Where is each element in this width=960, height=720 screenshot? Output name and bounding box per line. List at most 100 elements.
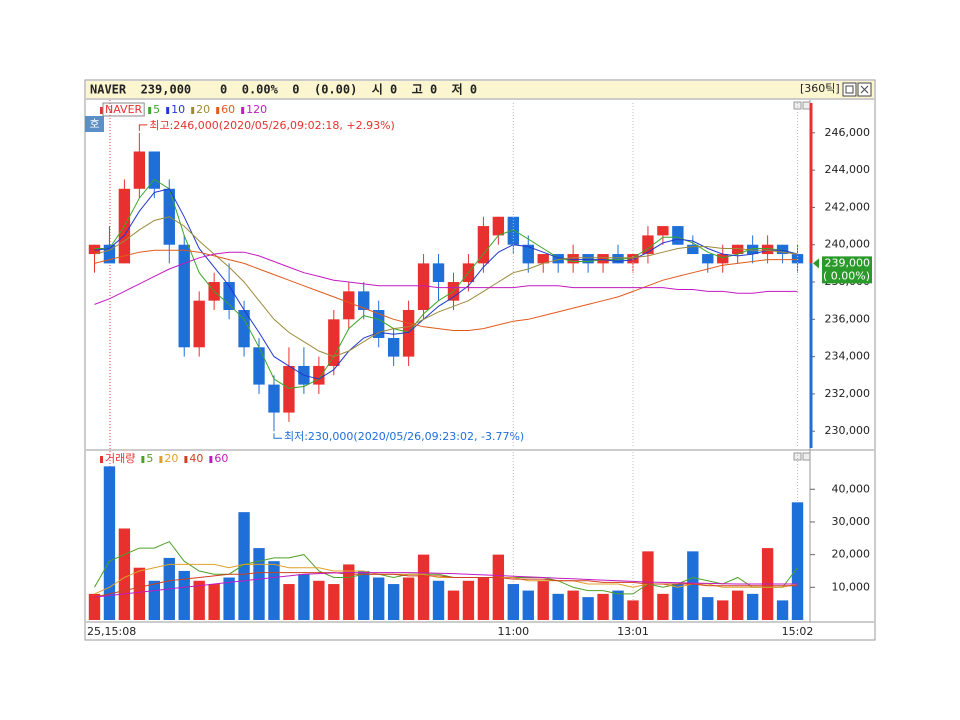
candle-body: [387, 337, 400, 357]
price-pointer: [813, 258, 819, 269]
panel-button[interactable]: [802, 452, 811, 461]
volume-bar: [702, 597, 714, 620]
volume-bar: [477, 577, 490, 620]
legend-swatch: [100, 456, 103, 463]
close-icon: [860, 85, 869, 94]
candle-body: [537, 254, 549, 264]
legend-label[interactable]: 120: [246, 103, 267, 116]
tick-unit[interactable]: [360틱]: [800, 82, 840, 95]
restore-icon: [845, 85, 854, 94]
ma-line: [94, 188, 798, 380]
volume-bar: [343, 564, 355, 620]
y-tick-label: 234,000: [825, 350, 871, 363]
candle-body: [178, 244, 190, 348]
volume-bar: [507, 584, 519, 620]
candle-body: [417, 263, 430, 310]
volume-bar: [328, 584, 340, 620]
candle-body: [702, 254, 714, 264]
candle-body: [791, 254, 804, 264]
y-tick-label: 20,000: [832, 548, 871, 561]
volume-bar: [462, 580, 475, 620]
y-tick-label: 10,000: [832, 580, 871, 593]
quote-button[interactable]: [85, 116, 104, 132]
x-tick-label: 13:01: [617, 625, 649, 638]
legend-swatch: [166, 107, 170, 114]
y-tick-label: 40,000: [832, 482, 871, 495]
volume-bar: [133, 567, 146, 620]
high-annotation: 최고:246,000(2020/05/26,09:02:18, +2.93%): [149, 119, 394, 132]
volume-bar: [283, 584, 295, 620]
y-tick-label: 240,000: [825, 238, 871, 251]
legend-swatch: [209, 456, 213, 463]
candle-body: [507, 216, 519, 245]
volume-bar: [597, 593, 609, 620]
volume-bar: [791, 502, 804, 620]
window-frame: [84, 79, 876, 641]
current-price: 239,000: [825, 256, 871, 269]
volume-bar: [313, 580, 325, 620]
legend-swatch: [184, 456, 188, 463]
volume-bar: [746, 593, 759, 620]
volume-bar: [417, 554, 430, 620]
candle-body: [492, 216, 505, 236]
candle-body: [732, 244, 744, 255]
panel-button[interactable]: [802, 101, 811, 110]
candle-body: [402, 310, 415, 357]
legend-label[interactable]: 20: [196, 103, 210, 116]
legend-label[interactable]: 거래량: [105, 452, 135, 465]
ma-line: [94, 251, 798, 305]
candle-body: [343, 291, 355, 320]
legend-label[interactable]: 20: [164, 452, 178, 465]
volume-bar: [373, 577, 385, 620]
candle-body: [477, 226, 490, 264]
legend-swatch: [191, 107, 195, 114]
volume-bar: [582, 597, 594, 620]
high-pointer: [138, 124, 148, 131]
ma-line: [94, 249, 798, 331]
legend-swatch: [148, 107, 152, 114]
candle-body: [268, 384, 280, 413]
candle-body: [238, 310, 250, 348]
ma-line: [94, 572, 798, 598]
volume-bar: [402, 577, 415, 620]
ma-line: [94, 563, 798, 595]
volume-bar: [432, 580, 445, 620]
volume-bar: [687, 551, 699, 620]
y-tick-label: 30,000: [832, 515, 871, 528]
x-tick-label: 15:02: [782, 625, 814, 638]
legend-swatch: [241, 107, 245, 114]
volume-bar: [627, 600, 639, 620]
legend-label[interactable]: NAVER: [105, 103, 143, 116]
legend-label[interactable]: 60: [221, 103, 235, 116]
candle-body: [717, 254, 729, 264]
volume-bar: [672, 584, 684, 620]
candle-body: [552, 254, 564, 264]
legend-label[interactable]: 10: [171, 103, 185, 116]
legend-label[interactable]: 5: [146, 452, 153, 465]
volume-bar: [88, 593, 101, 620]
volume-bar: [253, 548, 265, 620]
candle-body: [567, 254, 579, 264]
ma-line: [94, 178, 798, 389]
legend-label[interactable]: 5: [153, 103, 160, 116]
volume-bar: [268, 561, 280, 620]
candle-body: [148, 151, 160, 189]
low-pointer: [273, 433, 282, 439]
x-tick-label: 11:00: [497, 625, 529, 638]
legend-label[interactable]: 60: [214, 452, 228, 465]
volume-bar: [193, 580, 205, 620]
candle-body: [313, 365, 325, 385]
volume-bar: [776, 600, 789, 620]
volume-bar: [552, 593, 564, 620]
volume-bar: [298, 574, 310, 620]
volume-bar: [612, 590, 624, 620]
candle-body: [103, 244, 116, 264]
volume-bar: [732, 590, 744, 620]
ma-line: [94, 572, 798, 598]
restore-button[interactable]: [842, 82, 857, 97]
volume-bar: [103, 466, 116, 620]
legend-box: [102, 102, 145, 117]
candle-body: [657, 226, 669, 236]
legend-label[interactable]: 40: [189, 452, 203, 465]
